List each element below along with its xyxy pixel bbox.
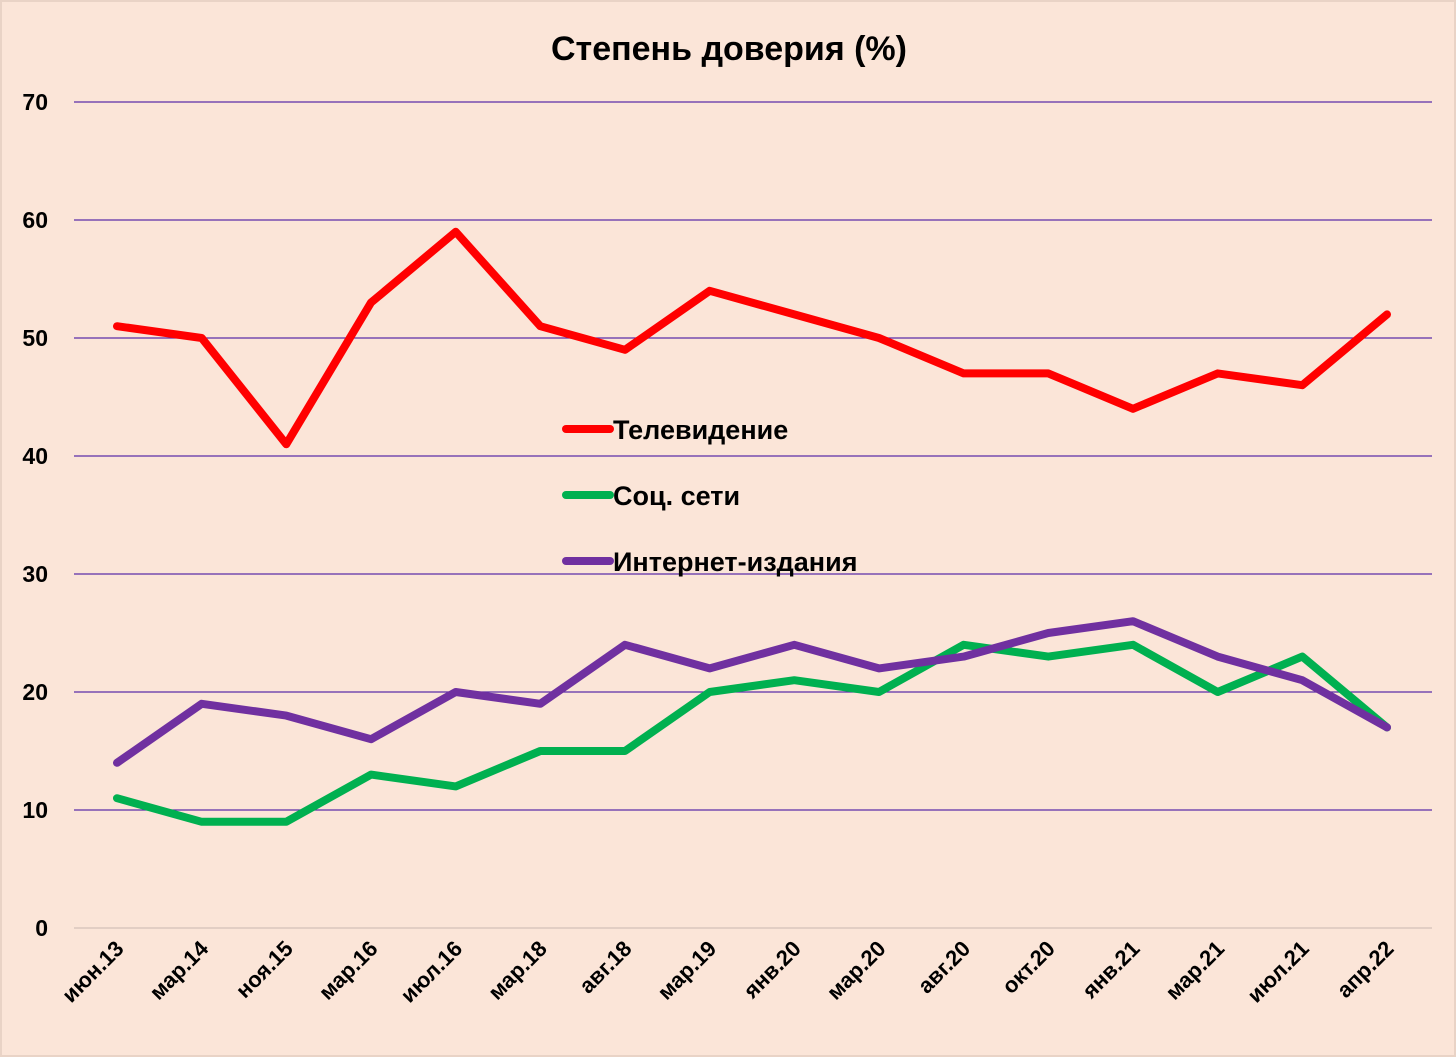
x-tick-label: апр.22 xyxy=(1332,936,1399,1003)
series-lines xyxy=(113,227,1391,826)
x-tick-label: авг.20 xyxy=(913,936,975,998)
x-tick-label: авг.18 xyxy=(574,936,636,998)
y-tick-label: 60 xyxy=(22,207,48,233)
y-axis-ticks: 0 10 20 30 40 50 60 70 xyxy=(22,89,48,941)
series-line-2 xyxy=(113,617,1391,767)
x-tick-label: мар.19 xyxy=(652,936,721,1005)
x-tick-label: июн.13 xyxy=(57,936,129,1008)
y-tick-label: 40 xyxy=(22,443,48,469)
legend-label-1: Соц. сети xyxy=(613,481,740,511)
x-tick-label: мар.16 xyxy=(314,936,383,1005)
y-tick-label: 70 xyxy=(22,89,48,115)
y-tick-label: 10 xyxy=(22,797,48,823)
y-tick-label: 0 xyxy=(35,915,48,941)
x-tick-label: окт.20 xyxy=(997,936,1060,999)
x-tick-label: июл.16 xyxy=(396,936,468,1008)
x-axis-ticks: июн.13 мар.14 ноя.15 мар.16 июл.16 мар.18 авг.… xyxy=(57,935,1399,1007)
x-tick-label: янв.20 xyxy=(738,936,806,1004)
chart-title: Степень доверия (%) xyxy=(551,30,907,68)
x-tick-label: мар.20 xyxy=(822,936,891,1005)
y-tick-label: 30 xyxy=(22,561,48,587)
legend: Телевидение Соц. сети Интернет-издания xyxy=(562,415,857,577)
series-line-1 xyxy=(113,640,1391,826)
y-tick-label: 50 xyxy=(22,325,48,351)
legend-label-2: Интернет-издания xyxy=(613,547,857,577)
x-tick-label: ноя.15 xyxy=(231,936,298,1003)
y-tick-label: 20 xyxy=(22,679,48,705)
x-tick-label: мар.18 xyxy=(483,936,552,1005)
grid xyxy=(74,101,1432,929)
x-tick-label: июл.21 xyxy=(1242,936,1314,1008)
x-tick-label: мар.21 xyxy=(1160,936,1229,1005)
series-line-0 xyxy=(113,227,1391,449)
legend-label-0: Телевидение xyxy=(613,415,788,445)
x-tick-label: мар.14 xyxy=(144,935,213,1004)
x-tick-label: янв.21 xyxy=(1076,936,1144,1004)
